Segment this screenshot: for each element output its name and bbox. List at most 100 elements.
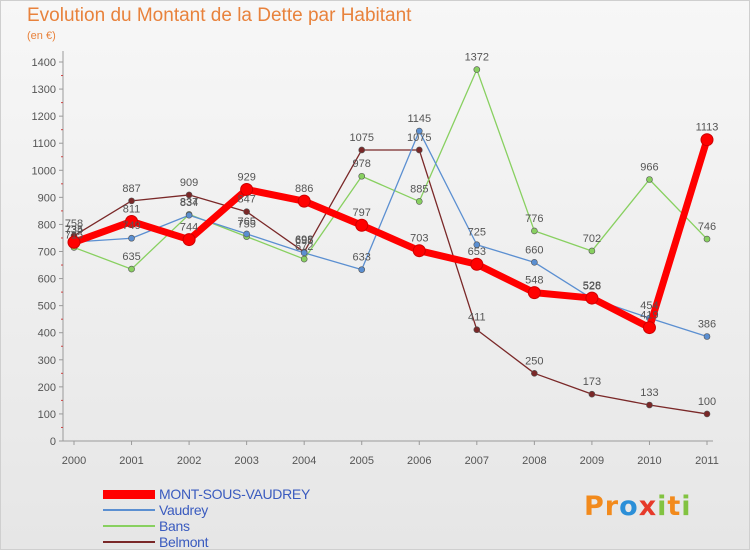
point-bans — [473, 66, 481, 73]
data-label-belmont: 698 — [295, 234, 313, 246]
data-label-bans: 715 — [65, 229, 83, 241]
data-label-bans: 672 — [295, 241, 313, 253]
point-belmont — [473, 326, 481, 334]
legend-item-bans[interactable]: Bans — [103, 518, 310, 534]
data-label-vaudrey: 633 — [353, 252, 371, 264]
logo-letter: o — [619, 491, 639, 522]
y-tick-label: 1200 — [32, 111, 56, 123]
y-tick-label: 800 — [38, 219, 56, 231]
data-label-bans: 746 — [698, 221, 716, 233]
legend-label-mont-sous-vaudrey: MONT-SOUS-VAUDREY — [159, 486, 310, 502]
data-label-vaudrey: 454 — [640, 300, 658, 312]
x-tick-label: 2002 — [177, 455, 201, 467]
y-tick-label: 500 — [38, 301, 56, 313]
legend-label-belmont: Belmont — [159, 534, 209, 550]
x-tick-label: 2010 — [637, 455, 661, 467]
data-label-mont-sous-vaudrey: 797 — [353, 207, 371, 219]
data-label-mont-sous-vaudrey: 886 — [295, 183, 313, 195]
y-tick-label: 600 — [38, 274, 56, 286]
point-vaudrey — [300, 249, 308, 257]
x-tick-label: 2008 — [522, 455, 546, 467]
point-vaudrey — [358, 266, 366, 273]
x-tick-label: 2004 — [292, 455, 316, 467]
data-label-belmont: 250 — [525, 355, 543, 367]
x-tick-label: 2009 — [580, 455, 604, 467]
point-belmont — [415, 146, 423, 154]
chart-unit-label: (en €) — [27, 30, 56, 42]
logo-letter: i — [657, 491, 668, 522]
point-mont-sous-vaudrey — [355, 218, 369, 232]
y-tick-label: 700 — [38, 247, 56, 259]
data-label-mont-sous-vaudrey: 811 — [123, 203, 141, 215]
data-label-bans: 966 — [640, 161, 658, 173]
data-label-belmont: 887 — [122, 183, 140, 195]
logo-letter: x — [638, 491, 658, 522]
data-label-vaudrey: 526 — [583, 281, 601, 293]
data-label-vaudrey: 735 — [65, 224, 83, 236]
data-label-vaudrey: 765 — [237, 216, 255, 228]
data-label-mont-sous-vaudrey: 548 — [525, 275, 543, 287]
data-label-belmont: 411 — [468, 312, 486, 324]
logo-letter: r — [604, 491, 620, 522]
point-belmont — [358, 146, 366, 154]
series-line-mont-sous-vaudrey — [70, 136, 711, 332]
y-tick-label: 1000 — [32, 165, 56, 177]
y-tick-label: 1400 — [32, 57, 56, 69]
data-label-mont-sous-vaudrey: 653 — [468, 246, 486, 258]
legend-item-mont-sous-vaudrey[interactable]: MONT-SOUS-VAUDREY — [103, 486, 310, 502]
data-label-bans: 978 — [353, 158, 371, 170]
data-label-mont-sous-vaudrey: 929 — [237, 172, 255, 184]
y-tick-label: 100 — [38, 409, 56, 421]
data-label-mont-sous-vaudrey: 744 — [180, 222, 198, 234]
data-label-belmont: 909 — [180, 177, 198, 189]
legend-label-vaudrey: Vaudrey — [159, 502, 209, 518]
x-tick-label: 2001 — [119, 455, 143, 467]
point-mont-sous-vaudrey — [642, 321, 656, 335]
data-label-mont-sous-vaudrey: 419 — [640, 310, 658, 322]
data-label-bans: 702 — [583, 233, 601, 245]
data-label-bans: 837 — [180, 196, 198, 208]
legend-swatch-vaudrey — [103, 509, 155, 511]
point-bans — [531, 227, 538, 235]
point-belmont — [531, 370, 538, 377]
x-tick-label: 2003 — [234, 455, 258, 467]
data-label-bans: 1372 — [465, 52, 489, 64]
data-label-vaudrey: 725 — [468, 227, 486, 239]
data-label-mont-sous-vaudrey: 734 — [65, 224, 83, 236]
data-label-belmont: 133 — [640, 387, 658, 399]
point-mont-sous-vaudrey — [182, 233, 196, 247]
y-tick-label: 900 — [38, 192, 56, 204]
point-vaudrey — [128, 234, 135, 242]
data-label-bans: 755 — [237, 219, 255, 231]
data-label-vaudrey: 1145 — [407, 113, 431, 125]
point-mont-sous-vaudrey — [125, 214, 139, 228]
data-label-vaudrey: 695 — [295, 235, 313, 247]
point-bans — [646, 176, 653, 183]
legend-item-belmont[interactable]: Belmont — [103, 534, 310, 550]
data-label-vaudrey: 749 — [122, 220, 140, 232]
y-tick-label: 300 — [38, 355, 56, 367]
chart-title: Evolution du Montant de la Dette par Hab… — [27, 5, 412, 26]
point-mont-sous-vaudrey — [585, 291, 599, 305]
y-tick-label: 200 — [38, 382, 56, 394]
x-tick-label: 2011 — [695, 455, 719, 467]
point-bans — [300, 255, 308, 263]
legend-swatch-bans — [103, 525, 155, 527]
point-mont-sous-vaudrey — [67, 235, 81, 249]
legend-label-bans: Bans — [159, 518, 190, 534]
legend-item-vaudrey[interactable]: Vaudrey — [103, 502, 310, 518]
point-belmont — [646, 401, 653, 409]
logo-letter: P — [584, 491, 605, 522]
point-mont-sous-vaudrey — [412, 244, 426, 258]
point-vaudrey — [473, 241, 481, 249]
point-vaudrey — [243, 230, 250, 238]
data-label-belmont: 1075 — [349, 132, 373, 144]
point-mont-sous-vaudrey — [297, 194, 311, 208]
point-mont-sous-vaudrey — [240, 183, 254, 197]
x-tick-label: 2007 — [465, 455, 489, 467]
point-vaudrey — [185, 211, 193, 219]
data-label-bans: 635 — [122, 251, 140, 263]
series-line-belmont — [73, 149, 708, 415]
legend-swatch-belmont — [103, 541, 155, 543]
